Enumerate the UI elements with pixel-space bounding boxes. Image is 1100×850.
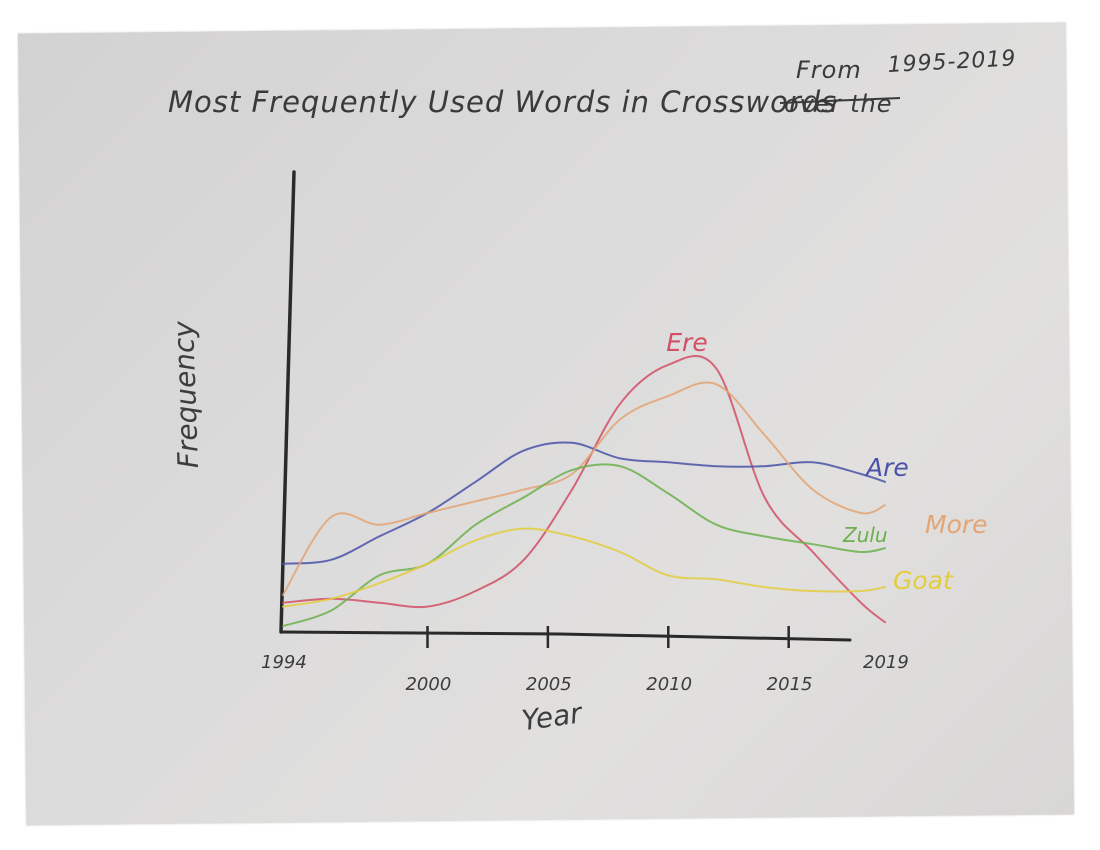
chart-title: Most Frequently Used Words in Crosswords bbox=[168, 85, 837, 119]
x-axis-title: Year bbox=[520, 696, 585, 737]
y-axis-title: Frequency bbox=[167, 320, 205, 469]
series-line-zulu bbox=[282, 463, 886, 628]
title-strikethrough bbox=[779, 97, 901, 104]
series-line-ere bbox=[282, 355, 886, 624]
series-line-are bbox=[282, 441, 886, 565]
series-lines bbox=[282, 355, 886, 628]
x-tick-label: 2015 bbox=[767, 674, 813, 695]
x-ticks: 1994 2000 2005 2010 2015 2019 bbox=[261, 626, 909, 695]
x-tick-label: 2010 bbox=[646, 674, 692, 695]
x-tick-label: 2005 bbox=[526, 674, 572, 695]
title-group: Most Frequently Used Words in Crosswords… bbox=[168, 46, 1017, 119]
chart-title-struck: over the bbox=[784, 90, 893, 118]
series-label-zulu: Zulu bbox=[842, 523, 888, 547]
series-label-ere: Ere bbox=[666, 328, 707, 357]
x-tick-label: 2000 bbox=[405, 674, 451, 695]
x-tick-label: 2019 bbox=[863, 652, 909, 673]
chart-title-insert: From bbox=[796, 56, 862, 84]
series-label-are: Are bbox=[864, 453, 909, 482]
series-line-goat bbox=[282, 527, 886, 608]
series-line-more bbox=[282, 381, 886, 596]
chart-title-range: 1995-2019 bbox=[887, 46, 1017, 78]
series-label-more: More bbox=[925, 510, 988, 539]
axes bbox=[279, 170, 852, 642]
y-axis-line bbox=[279, 170, 296, 634]
x-tick-label: 1994 bbox=[261, 652, 307, 673]
series-label-goat: Goat bbox=[893, 566, 954, 595]
x-axis-line bbox=[279, 630, 852, 642]
